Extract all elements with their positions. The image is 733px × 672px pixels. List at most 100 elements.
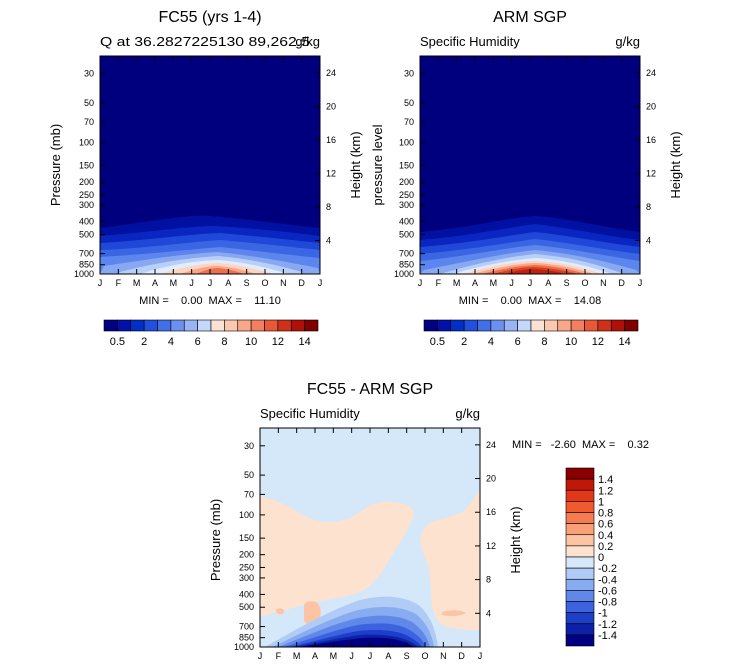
min-max-readout: MIN = 0.00 MAX = 14.08 <box>459 295 601 307</box>
y-tick-label: 1000 <box>234 642 254 652</box>
contour-band <box>442 610 466 617</box>
colorbar-swatch <box>130 319 145 332</box>
y2-tick-label: 4 <box>646 235 651 245</box>
y-tick-label: 700 <box>79 249 94 259</box>
y2-tick-label: 16 <box>646 135 656 145</box>
y-tick-label: 30 <box>244 441 254 451</box>
contour-band <box>298 637 414 647</box>
panel-subtitle: Q at 36.2827225130 89,262.5 <box>100 34 310 49</box>
x-tick-label: N <box>440 651 447 661</box>
y-tick-label: 50 <box>244 470 254 480</box>
y-tick-label: 200 <box>239 550 254 560</box>
colorbar-swatch <box>565 578 595 591</box>
x-tick-label: J <box>258 651 263 661</box>
y-tick-label: 400 <box>79 217 94 227</box>
y-tick-label: 850 <box>399 260 414 270</box>
colorbar-swatch <box>290 319 305 332</box>
x-tick-label: J <box>638 278 643 288</box>
y-tick-label: 250 <box>399 190 414 200</box>
colorbar-swatch <box>565 512 595 524</box>
x-tick-label: O <box>421 651 428 661</box>
y-tick-label: 50 <box>404 98 414 108</box>
x-tick-label: S <box>404 651 410 661</box>
colorbar-label: 0 <box>598 552 604 564</box>
colorbar-label: 14 <box>299 336 311 348</box>
y2-tick-label: 12 <box>326 168 336 178</box>
y2-tick-label: 4 <box>486 608 491 618</box>
contour-band <box>260 496 415 616</box>
y2-tick-label: 8 <box>486 575 491 585</box>
x-tick-label: N <box>600 278 607 288</box>
colorbar-label: 10 <box>245 336 257 348</box>
colorbar-label: 2 <box>141 336 147 348</box>
x-tick-label: D <box>298 278 305 288</box>
y-ticks-height: 4 8 12 16 20 24 <box>475 440 496 618</box>
colorbar-swatch <box>450 319 465 332</box>
y2-tick-label: 8 <box>326 202 331 212</box>
x-tick-label: F <box>276 651 282 661</box>
panel-units: g/kg <box>295 34 320 49</box>
colorbar-swatch <box>277 319 292 332</box>
x-tick-label: M <box>293 651 301 661</box>
y-tick-label: 100 <box>239 510 254 520</box>
y-tick-label: 70 <box>404 117 414 127</box>
y-axis-label-right: Height (km) <box>668 131 683 198</box>
panel-arm-sgp: ARM SGP Specific Humidity g/kg J F M A M J J A S… <box>370 9 683 307</box>
y-tick-label: 400 <box>239 589 254 599</box>
colorbar-label: 1.4 <box>598 474 613 486</box>
x-tick-label: A <box>545 278 551 288</box>
colorbar-label: 0.8 <box>598 508 613 520</box>
y2-tick-label: 24 <box>326 68 336 78</box>
colorbar-label: -0.8 <box>598 597 617 609</box>
x-tick-label: M <box>453 278 461 288</box>
y-tick-label: 70 <box>244 489 254 499</box>
x-tick-label: M <box>330 651 338 661</box>
colorbar-swatch <box>103 319 118 332</box>
y-axis-label-left: Pressure (mb) <box>208 499 223 581</box>
y-tick-label: 100 <box>79 137 94 147</box>
x-tick-label: O <box>261 278 268 288</box>
panel-title: FC55 (yrs 1-4) <box>158 9 261 26</box>
y-tick-label: 300 <box>399 200 414 210</box>
x-tick-label: F <box>436 278 442 288</box>
y-tick-label: 500 <box>399 229 414 239</box>
y-tick-label: 30 <box>84 69 94 79</box>
colorbar-swatch <box>517 319 532 332</box>
y-tick-label: 50 <box>84 98 94 108</box>
x-tick-label: M <box>133 278 141 288</box>
y2-tick-label: 20 <box>326 101 336 111</box>
panel-fc55: FC55 (yrs 1-4) Q at 36.2827225130 89,262… <box>48 9 363 307</box>
colorbar-swatch <box>437 319 452 332</box>
colorbar-label: 4 <box>168 336 174 348</box>
x-tick-label: J <box>189 278 194 288</box>
contour-band <box>420 490 480 630</box>
x-tick-label: A <box>472 278 478 288</box>
colorbar-label: 10 <box>565 336 577 348</box>
colorbar-swatch <box>530 319 545 332</box>
y-axis-label-right: Height (km) <box>348 131 363 198</box>
colorbar-swatch <box>117 319 132 332</box>
colorbar-swatch <box>624 319 639 332</box>
x-tick-label: M <box>490 278 498 288</box>
colorbar-swatch <box>463 319 478 332</box>
colorbar-swatch <box>250 319 265 332</box>
colorbar-swatch <box>143 319 158 332</box>
colorbar-swatch <box>565 612 595 625</box>
colorbar-label: 14 <box>619 336 631 348</box>
x-tick-label: J <box>349 651 354 661</box>
y-tick-label: 250 <box>79 190 94 200</box>
colorbar-swatch <box>183 319 198 332</box>
colorbar-swatch <box>565 489 595 502</box>
y-tick-label: 1000 <box>74 269 94 279</box>
colorbar-swatch <box>584 319 599 332</box>
colorbar-label: 12 <box>592 336 604 348</box>
panel-difference: FC55 - ARM SGP Specific Humidity g/kg J F… <box>208 381 649 661</box>
colorbar-swatch <box>304 319 319 332</box>
contour-band <box>504 269 566 274</box>
x-tick-label: A <box>225 278 231 288</box>
colorbar-label: 0.5 <box>430 336 445 348</box>
colorbar-swatch <box>565 534 595 547</box>
